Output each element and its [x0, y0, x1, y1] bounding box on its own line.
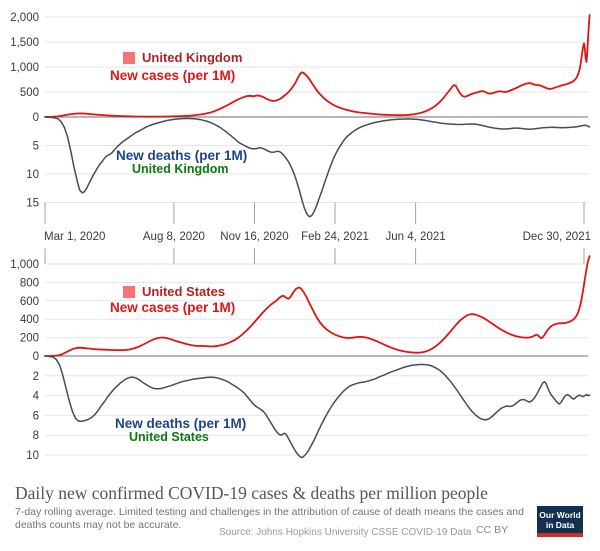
y-tick-label: 15	[26, 198, 39, 210]
legend-swatch-united-kingdom	[123, 51, 135, 64]
x-tick-label: Nov 16, 2020	[220, 231, 288, 243]
y-tick-label: 1,500	[10, 37, 39, 49]
united-kingdom-deaths-line	[44, 116, 591, 218]
license-note: CC BY	[476, 524, 509, 536]
y-tick-label: 800	[20, 277, 39, 289]
chart-subtitle-line2: deaths counts may not be accurate.	[15, 518, 182, 531]
x-tick-label: Dec 30, 2021	[523, 231, 591, 243]
x-tick-label: Feb 24, 2021	[301, 231, 369, 243]
chart-subtitle-line1: 7-day rolling average. Limited testing a…	[15, 506, 524, 518]
y-tick-label: 2	[33, 371, 39, 383]
us-cases-series-label: New cases (per 1M)	[110, 300, 236, 315]
legend-country-label: United States	[142, 284, 226, 299]
y-tick-label: 4	[33, 391, 40, 403]
chart-subtitle: 7-day rolling average. Limited testing a…	[15, 506, 524, 531]
owid-logo-line2: in Data	[545, 520, 575, 530]
y-tick-label: 0	[33, 351, 39, 363]
us-deaths-country-label: United States	[129, 430, 209, 444]
y-tick-label: 600	[20, 296, 39, 308]
y-tick-label: 10	[26, 169, 39, 181]
owid-logo-line1: Our World	[539, 510, 581, 520]
uk-deaths-series-label: New deaths (per 1M)	[116, 148, 248, 163]
legend-united-kingdom: United Kingdom	[123, 50, 242, 65]
united-kingdom-cases-line	[44, 14, 591, 118]
y-tick-label: 0	[33, 112, 39, 124]
y-tick-label: 8	[33, 430, 39, 442]
y-tick-label: 6	[33, 410, 39, 422]
us-deaths-series-label: New deaths (per 1M)	[115, 416, 247, 431]
y-tick-label: 5	[33, 141, 39, 153]
y-tick-label: 400	[20, 314, 39, 326]
chart-title: Daily new confirmed COVID-19 cases & dea…	[15, 483, 488, 503]
x-tick-label: Jun 4, 2021	[386, 231, 446, 243]
united-states-cases-line	[44, 255, 591, 357]
y-tick-label: 500	[20, 87, 39, 99]
legend-swatch-united-states	[123, 285, 135, 298]
y-tick-label: 1,000	[10, 259, 39, 271]
uk-deaths-country-label: United Kingdom	[132, 162, 229, 176]
uk-cases-series-label: New cases (per 1M)	[110, 68, 236, 83]
legend-united-states: United States	[123, 284, 225, 299]
legend-country-label: United Kingdom	[142, 50, 243, 65]
y-tick-label: 10	[26, 450, 39, 462]
owid-logo: Our World in Data	[537, 506, 583, 537]
y-tick-label: 200	[20, 333, 39, 345]
x-tick-label: Mar 1, 2020	[44, 231, 105, 243]
x-tick-label: Aug 8, 2020	[143, 231, 205, 243]
y-tick-label: 1,000	[10, 62, 39, 74]
y-tick-label: 2,000	[10, 12, 39, 24]
chart-canvas: 2,0001,5001,0005005101501,00080060040020…	[10, 12, 591, 462]
source-note: Source: Johns Hopkins University CSSE CO…	[219, 527, 472, 538]
united-states-deaths-line	[44, 355, 591, 459]
